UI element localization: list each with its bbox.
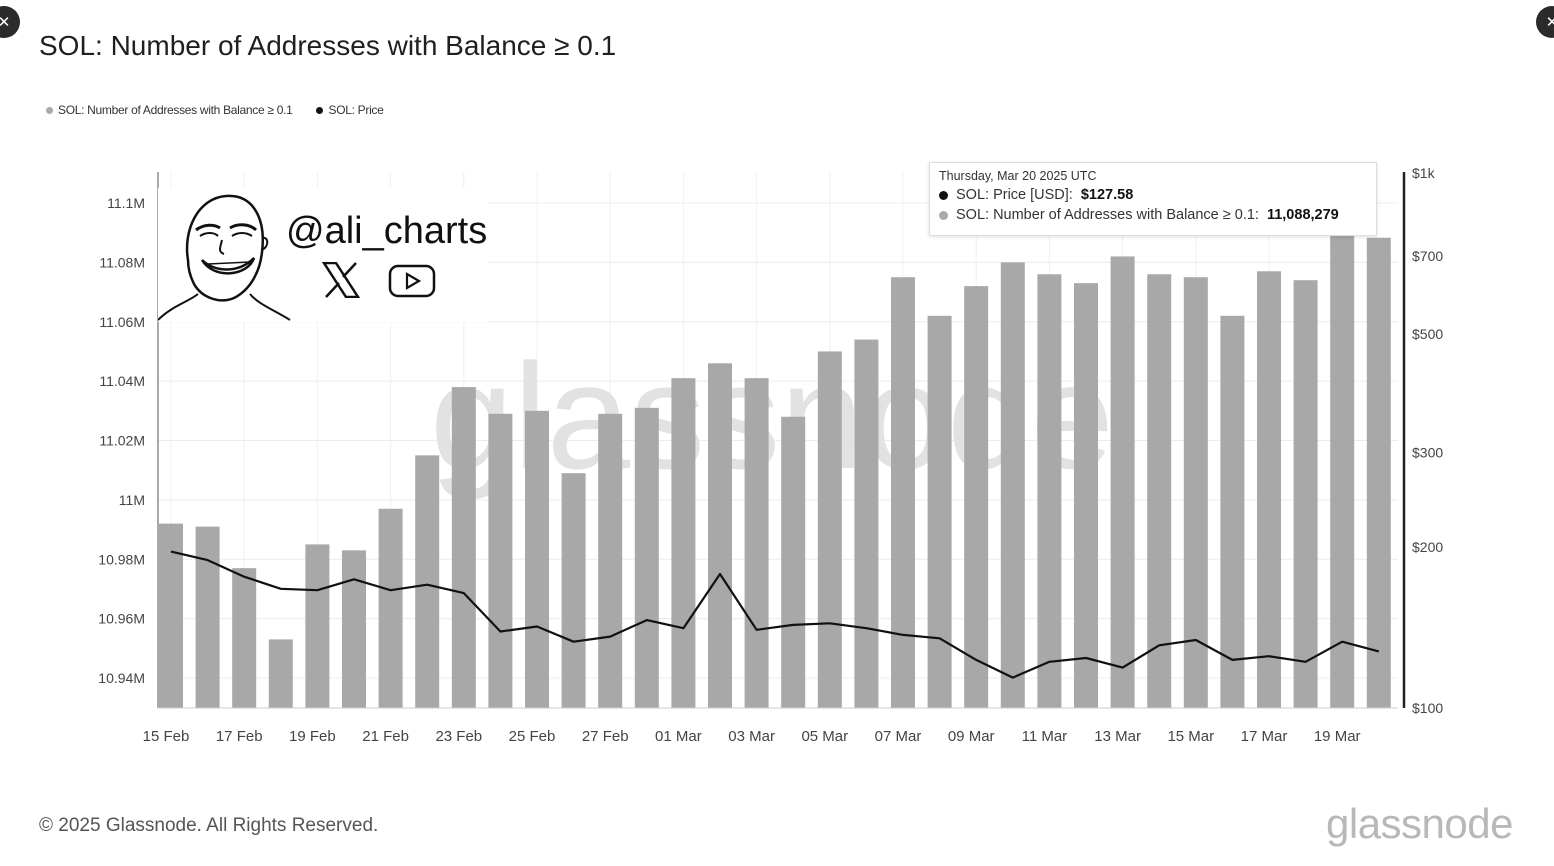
bar [781,416,806,708]
tooltip-addr-dot [939,210,948,220]
right-tick-label: $1k [1412,165,1436,181]
left-tick-label: 11M [119,492,145,508]
bar [1147,274,1172,708]
bar [525,410,549,708]
x-tick-label: 23 Feb [435,728,482,745]
legend-label-addresses: SOL: Number of Addresses with Balance ≥ … [58,103,293,117]
x-tick-label: 03 Mar [728,728,775,745]
left-tick-label: 10.98M [98,551,145,567]
tooltip-addr-row: SOL: Number of Addresses with Balance ≥ … [939,207,1376,223]
bar [305,544,330,708]
bar [854,339,879,708]
legend: SOL: Number of Addresses with Balance ≥ … [46,103,384,117]
tooltip-price-dot [939,190,948,200]
x-tick-label: 27 Feb [582,728,629,745]
left-axis-ticks: 11.1M 11.08M 11.06M 11.04M 11.02M 11M 10.98M 10… [98,195,145,686]
left-tick-label: 11.04M [99,373,145,389]
x-axis-ticks: 15 Feb 17 Feb 19 Feb 21 Feb 23 Feb 25 Feb 27 F… [143,728,1361,745]
x-tick-label: 17 Mar [1241,728,1288,745]
bar [964,286,989,708]
legend-label-price: SOL: Price [328,103,384,117]
bar-series [159,229,1391,708]
bar [1220,315,1245,708]
left-tick-label: 10.94M [98,670,145,686]
legend-item-price[interactable]: SOL: Price [316,103,384,117]
x-tick-label: 11 Mar [1022,728,1068,745]
hover-tooltip: Thursday, Mar 20 2025 UTC SOL: Price [US… [929,162,1377,236]
bar [378,508,403,708]
x-tick-label: 25 Feb [509,728,556,745]
meme-face-icon [158,194,291,321]
brand-logo: glassnode [1326,800,1513,847]
copyright: © 2025 Glassnode. All Rights Reserved. [39,815,379,836]
x-tick-label: 17 Feb [216,728,263,745]
right-tick-label: $500 [1412,326,1443,342]
bar [891,277,915,708]
x-tick-label: 09 Mar [948,728,995,745]
bar [451,387,476,708]
left-tick-label: 11.02M [99,433,145,449]
bar [1110,256,1135,708]
price-line [170,550,1380,679]
legend-dot-price [316,106,324,114]
left-tick-label: 11.1M [107,195,145,211]
bar [1366,237,1391,708]
bar [195,526,220,708]
x-tick-label: 15 Feb [143,728,190,745]
bar [671,378,696,708]
x-tick-label: 13 Mar [1094,728,1141,745]
bar [268,639,293,708]
bar [342,550,366,708]
bar [232,568,257,708]
bar [1183,277,1208,708]
x-tick-label: 05 Mar [801,728,848,745]
right-tick-label: $300 [1412,445,1443,461]
bar [1293,280,1318,708]
bar [1330,229,1355,708]
bar [708,363,732,708]
x-logo-icon[interactable] [322,262,360,298]
legend-dot-addresses [46,106,53,114]
youtube-icon[interactable] [388,264,438,298]
bar [634,407,659,708]
x-tick-label: 01 Mar [655,728,702,745]
tooltip-addr-label: SOL: Number of Addresses with Balance ≥ … [956,207,1259,223]
tooltip-date: Thursday, Mar 20 2025 UTC [939,169,1097,183]
close-icon[interactable]: ✕ [1536,6,1554,38]
chart-title: SOL: Number of Addresses with Balance ≥ … [39,30,617,61]
bar [927,315,952,708]
bar [744,378,769,708]
left-tick-label: 10.96M [98,611,145,627]
price-series [170,550,1380,679]
left-tick-label: 11.08M [99,254,145,270]
bar [817,351,842,708]
right-tick-label: $100 [1412,700,1443,716]
bar [1000,262,1025,708]
x-tick-label: 07 Mar [875,728,922,745]
right-axis-ticks: $1k $700 $500 $300 $200 $100 [1412,165,1443,716]
bar [488,413,513,708]
bar [1074,283,1098,708]
x-tick-label: 19 Mar [1314,728,1361,745]
bar [1037,274,1062,708]
bar [598,413,623,708]
bar [159,523,183,708]
tooltip-price-value: $127.58 [1080,187,1134,203]
bar [561,473,586,708]
bar [1257,271,1281,708]
legend-item-addresses[interactable]: SOL: Number of Addresses with Balance ≥ … [46,103,293,117]
tooltip-addr-value: 11,088,279 [1266,207,1339,223]
tooltip-price-row: SOL: Price [USD]: $127.58 [939,187,1376,203]
close-icon[interactable]: ✕ [0,6,20,38]
x-tick-label: 21 Feb [362,728,409,745]
x-tick-label: 15 Mar [1167,728,1214,745]
x-tick-label: 19 Feb [289,728,336,745]
left-tick-label: 11.06M [99,314,145,330]
tooltip-price-label: SOL: Price [USD]: [956,187,1073,203]
author-handle: @ali_charts [286,210,488,252]
right-tick-label: $200 [1412,539,1443,555]
bar [415,455,440,708]
right-tick-label: $700 [1412,248,1443,264]
